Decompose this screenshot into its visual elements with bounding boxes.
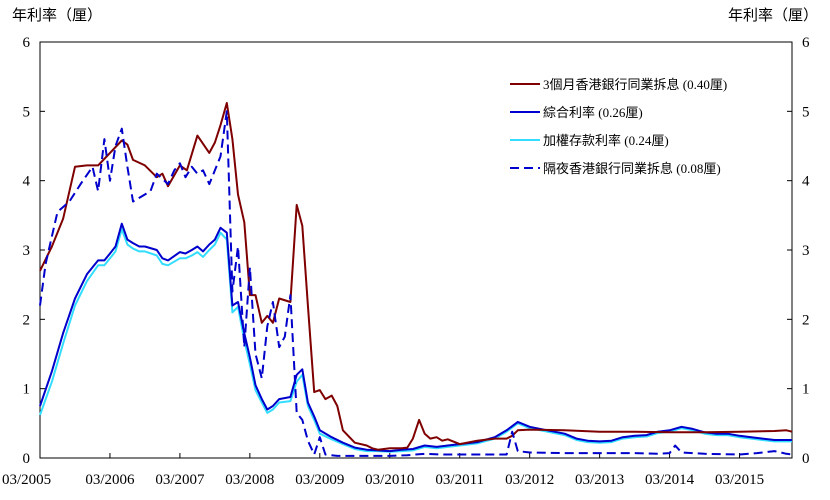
legend-label-3: 隔夜香港銀行同業拆息 (0.08厘) — [543, 161, 721, 176]
series-line-3 — [39, 110, 793, 457]
y-tick-label-left: 4 — [23, 174, 31, 190]
series-line-0 — [39, 102, 793, 451]
x-tick-label: 03/2006 — [85, 472, 135, 488]
x-tick-label: 03/2005 — [2, 472, 51, 488]
y-tick-label-right: 3 — [802, 243, 810, 259]
axis-ticks: 0 0 1 1 2 2 3 3 4 4 5 5 6 6 03/2005 03/2006 03/2007 03/20… — [2, 35, 810, 488]
legend-label-1: 綜合利率 (0.26厘) — [543, 105, 643, 120]
x-tick-label: 03/2010 — [365, 472, 414, 488]
series-line-1 — [39, 222, 792, 453]
series-line-2 — [39, 228, 792, 453]
y-tick-label-right: 6 — [802, 35, 810, 51]
y-tick-label-right: 4 — [802, 174, 810, 190]
x-tick-label: 03/2011 — [435, 472, 484, 488]
x-tick-label: 03/2013 — [575, 472, 624, 488]
legend: 3個月香港銀行同業拆息 (0.40厘) 綜合利率 (0.26厘) 加權存款利率 (0… — [510, 77, 727, 176]
series-lines — [39, 102, 793, 457]
y-tick-label-left: 5 — [23, 104, 31, 120]
x-tick-label: 03/2012 — [505, 472, 554, 488]
x-tick-label: 03/2009 — [295, 472, 344, 488]
x-tick-label: 03/2008 — [225, 472, 274, 488]
y-tick-label-left: 6 — [23, 35, 31, 51]
y-axis-title-right: 年利率（厘） — [728, 7, 818, 24]
y-tick-label-left: 1 — [23, 382, 31, 398]
legend-label-0: 3個月香港銀行同業拆息 (0.40厘) — [543, 77, 727, 92]
y-tick-label-left: 0 — [23, 451, 31, 467]
x-tick-label: 03/2007 — [155, 472, 205, 488]
x-tick-label: 03/2015 — [715, 472, 764, 488]
legend-label-2: 加權存款利率 (0.24厘) — [543, 133, 669, 148]
y-tick-label-right: 5 — [802, 104, 810, 120]
y-tick-label-left: 3 — [23, 243, 31, 259]
y-tick-label-left: 2 — [23, 312, 31, 328]
y-tick-label-right: 2 — [802, 312, 810, 328]
x-tick-label: 03/2014 — [645, 472, 695, 488]
y-axis-title-left: 年利率（厘） — [12, 7, 102, 24]
y-tick-label-right: 1 — [802, 382, 810, 398]
y-tick-label-right: 0 — [802, 451, 810, 467]
plot-frame — [39, 41, 793, 459]
